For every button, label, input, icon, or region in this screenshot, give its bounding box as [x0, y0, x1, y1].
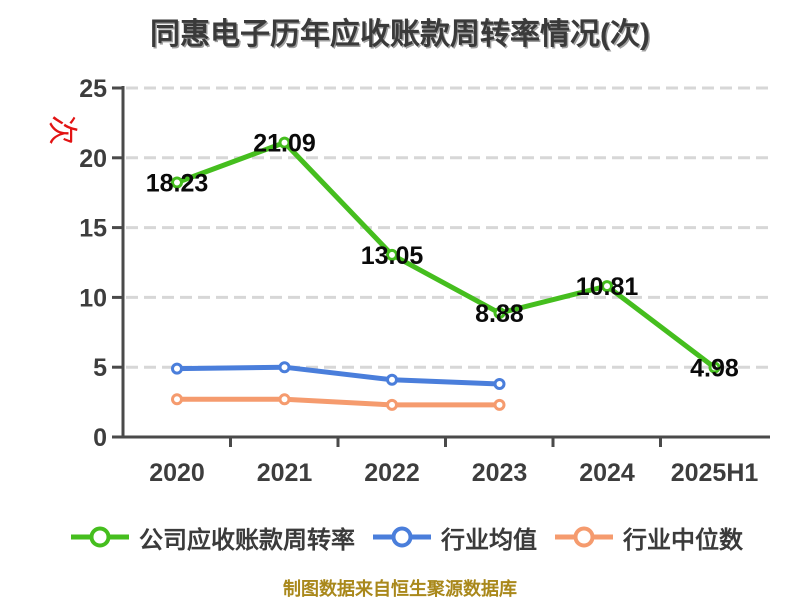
data-point [708, 361, 721, 374]
y-axis-tick-label: 15 [79, 215, 107, 243]
data-point [278, 361, 291, 374]
data-point-label: 21.09 [253, 130, 316, 158]
chart-title: 同惠电子历年应收账款周转率情况(次) [150, 18, 650, 51]
data-point-label: 18.23 [146, 170, 209, 198]
legend-label: 公司应收账款周转率 [139, 526, 355, 554]
data-point [171, 362, 183, 375]
data-point [493, 377, 506, 390]
data-point-label: 8.88 [475, 300, 524, 328]
series-line [174, 396, 502, 408]
y-axis-tick-label: 25 [79, 75, 107, 103]
legend-item: 行业中位数 [555, 520, 743, 555]
series-line [174, 364, 502, 387]
legend-label: 行业均值 [441, 526, 537, 554]
legend-item: 公司应收账款周转率 [71, 520, 355, 555]
data-point [493, 307, 506, 320]
legend-label: 行业中位数 [623, 526, 743, 554]
data-point [171, 176, 183, 189]
data-point [386, 398, 398, 411]
data-point [386, 373, 398, 386]
x-axis-tick-label: 2020 [149, 459, 205, 487]
legend-item: 行业均值 [373, 520, 537, 555]
legend-marker-icon [555, 526, 613, 548]
legend: 公司应收账款周转率 行业均值 行业中位数 [71, 520, 743, 555]
data-point [493, 398, 506, 411]
data-point [278, 393, 291, 406]
x-axis-tick-label: 2022 [364, 459, 420, 487]
y-axis-tick-label: 20 [79, 145, 107, 173]
y-axis-tick-label: 10 [79, 284, 107, 312]
x-axis-tick-label: 2024 [579, 459, 635, 487]
y-axis-tick-label: 0 [93, 424, 107, 452]
legend-marker-icon [373, 526, 431, 548]
x-axis-tick-label: 2021 [257, 459, 313, 487]
data-point [278, 136, 291, 149]
data-point-label: 4.98 [690, 354, 739, 382]
series-line [174, 140, 717, 370]
data-point-label: 13.05 [361, 242, 424, 270]
data-point [386, 248, 398, 261]
data-point [601, 280, 613, 293]
legend-marker-icon [71, 526, 129, 548]
data-point [171, 393, 183, 406]
chart-source-note: 制图数据来自恒生聚源数据库 [283, 579, 517, 599]
data-point-label: 10.81 [576, 273, 639, 301]
x-axis-tick-label: 2025H1 [671, 459, 759, 487]
y-axis-tick-label: 5 [93, 354, 107, 382]
x-axis-tick-label: 2023 [472, 459, 528, 487]
